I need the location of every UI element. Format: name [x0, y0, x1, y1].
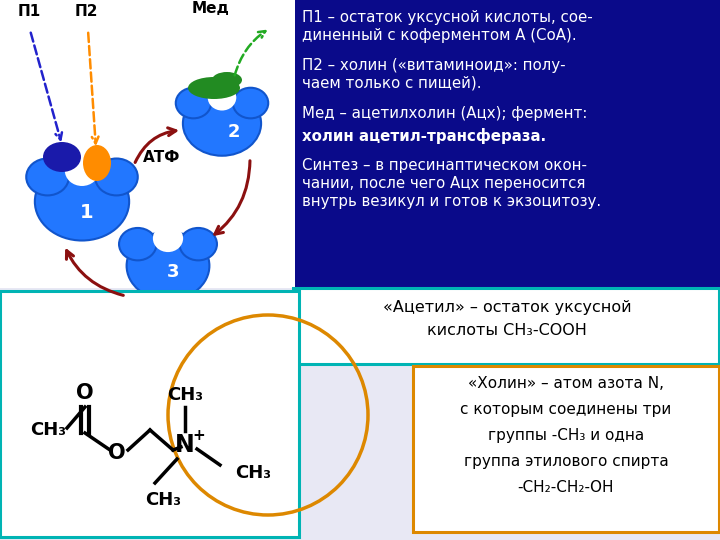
Text: П1: П1 — [18, 4, 41, 19]
Text: кислоты СН₃-СООН: кислоты СН₃-СООН — [427, 323, 587, 338]
Text: чании, после чего Ацх переносится: чании, после чего Ацх переносится — [302, 176, 585, 191]
Ellipse shape — [35, 163, 129, 240]
Ellipse shape — [43, 142, 81, 172]
Bar — [0, 0, 295, 288]
Text: 1: 1 — [80, 204, 94, 222]
Ellipse shape — [26, 159, 69, 195]
Text: группа этилового спирта: группа этилового спирта — [464, 454, 668, 469]
Ellipse shape — [212, 72, 242, 88]
Text: холин ацетил-трансфераза.: холин ацетил-трансфераза. — [302, 128, 546, 144]
Text: O: O — [76, 383, 94, 403]
Ellipse shape — [153, 225, 183, 252]
Ellipse shape — [188, 77, 240, 99]
Ellipse shape — [83, 145, 111, 181]
Text: CH₃: CH₃ — [167, 386, 203, 404]
Bar — [0, 288, 720, 540]
FancyBboxPatch shape — [413, 366, 719, 532]
Text: Мед: Мед — [192, 1, 230, 16]
Text: диненный с коферментом А (СоА).: диненный с коферментом А (СоА). — [302, 28, 577, 43]
Ellipse shape — [65, 155, 99, 186]
Text: N: N — [175, 433, 195, 457]
Text: АТФ: АТФ — [143, 150, 181, 165]
Ellipse shape — [127, 232, 210, 300]
Text: CH₃: CH₃ — [145, 491, 181, 509]
Text: П1 – остаток уксусной кислоты, сое-: П1 – остаток уксусной кислоты, сое- — [302, 10, 593, 25]
Text: CH₃: CH₃ — [235, 464, 271, 482]
Ellipse shape — [119, 228, 156, 260]
Ellipse shape — [208, 85, 236, 111]
Text: П2 – холин («витаминоид»: полу-: П2 – холин («витаминоид»: полу- — [302, 58, 566, 73]
Text: O: O — [108, 443, 126, 463]
Text: группы -СН₃ и одна: группы -СН₃ и одна — [488, 428, 644, 443]
Bar — [295, 0, 720, 288]
Text: Синтез – в пресинаптическом окон-: Синтез – в пресинаптическом окон- — [302, 158, 587, 173]
FancyBboxPatch shape — [0, 291, 299, 537]
FancyBboxPatch shape — [293, 288, 719, 364]
Text: 2: 2 — [228, 123, 240, 141]
Text: «Ацетил» – остаток уксусной: «Ацетил» – остаток уксусной — [383, 300, 631, 315]
Text: CH₃: CH₃ — [30, 421, 66, 439]
Ellipse shape — [233, 87, 269, 118]
Ellipse shape — [183, 91, 261, 156]
Text: П2: П2 — [75, 4, 99, 19]
Text: -СН₂-СН₂-ОН: -СН₂-СН₂-ОН — [518, 480, 614, 495]
Text: 3: 3 — [167, 263, 179, 281]
Ellipse shape — [179, 228, 217, 260]
Text: +: + — [193, 428, 205, 442]
Text: Мед – ацетилхолин (Ацх); фермент:: Мед – ацетилхолин (Ацх); фермент: — [302, 106, 588, 121]
Text: внутрь везикул и готов к экзоцитозу.: внутрь везикул и готов к экзоцитозу. — [302, 194, 601, 209]
Text: «Холин» – атом азота N,: «Холин» – атом азота N, — [468, 376, 664, 391]
Text: чаем только с пищей).: чаем только с пищей). — [302, 76, 482, 91]
Ellipse shape — [95, 159, 138, 195]
Ellipse shape — [176, 87, 211, 118]
Text: с которым соединены три: с которым соединены три — [460, 402, 672, 417]
